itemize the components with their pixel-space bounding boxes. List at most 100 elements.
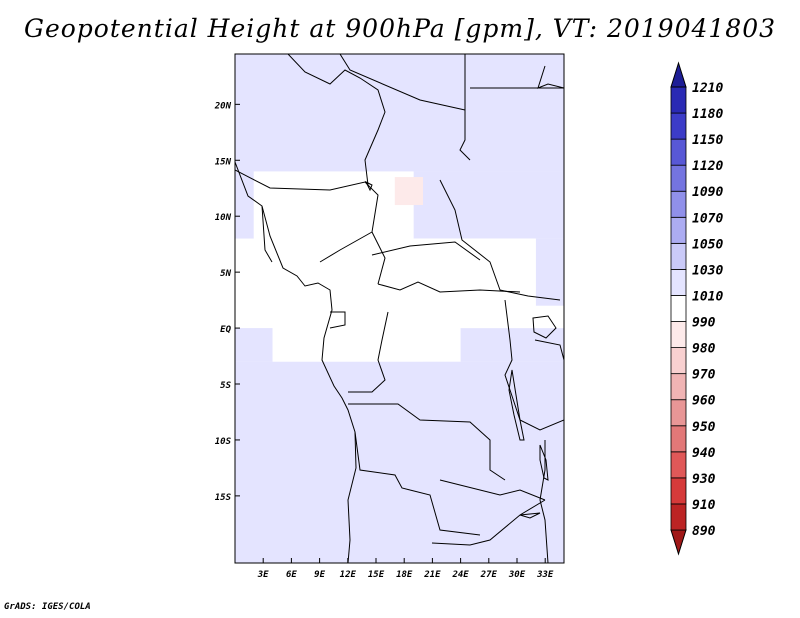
x-tick-label: 18E	[396, 570, 413, 580]
border	[439, 179, 561, 301]
x-tick-label: 12E	[340, 570, 357, 580]
colorbar-end-triangle	[670, 61, 687, 88]
country-borders	[235, 54, 564, 563]
colorbar-swatch	[670, 477, 687, 505]
x-tick-label: 6E	[286, 570, 297, 580]
colorbar-label: 1090	[692, 185, 723, 200]
border	[439, 479, 546, 501]
border	[371, 241, 481, 261]
x-tick-label: 33E	[536, 570, 554, 580]
y-tick-label: 5S	[220, 381, 231, 391]
border	[539, 440, 549, 563]
colorbar-label: 1050	[692, 237, 723, 252]
y-tick-label: 10N	[215, 213, 232, 223]
contour-fill-1010	[460, 305, 564, 329]
colorbar-label: 1210	[692, 81, 723, 96]
colorbar-swatch	[670, 503, 687, 531]
colorbar-label: 960	[692, 394, 716, 409]
colorbar-swatch	[670, 138, 687, 166]
lake-tanganyika	[508, 369, 525, 441]
colorbar-swatch	[670, 373, 687, 401]
border	[339, 54, 466, 111]
colorbar-swatch	[670, 347, 687, 375]
colorbar-label: 980	[692, 342, 716, 357]
colorbar-label: 1070	[692, 211, 723, 226]
coastline-west-africa	[235, 161, 357, 563]
x-tick-label: 9E	[314, 570, 325, 580]
x-tick-label: 21E	[423, 570, 441, 580]
contour-fill-1030	[235, 328, 273, 362]
colorbar-label: 940	[692, 446, 716, 461]
colorbar-swatch	[670, 86, 687, 114]
contour-fill-1010	[413, 238, 536, 306]
border	[431, 499, 546, 546]
footer-credit: GrADS: IGES/COLA	[4, 602, 91, 612]
border	[377, 281, 521, 293]
border	[329, 311, 346, 329]
lakes	[364, 180, 557, 519]
colorbar-swatch	[670, 425, 687, 453]
colorbar-label: 930	[692, 472, 716, 487]
border	[504, 299, 564, 431]
border	[287, 54, 386, 186]
colorbar-swatch	[670, 242, 687, 270]
colorbar-label: 950	[692, 420, 716, 435]
colorbar-label: 1030	[692, 263, 723, 278]
y-tick-label: 15N	[215, 157, 232, 167]
lake-victoria	[532, 315, 557, 339]
colorbar-swatch	[670, 451, 687, 479]
contour-fill-1030	[235, 361, 564, 563]
border	[534, 339, 564, 361]
y-tick-label: 5N	[220, 269, 231, 279]
border	[354, 431, 411, 491]
colorbar-label: 990	[692, 316, 716, 331]
colorbar-swatch	[670, 190, 687, 218]
map-area	[235, 54, 564, 563]
coastlines	[235, 65, 564, 563]
x-axis-ticks: 3E 6E 9E 12E 15E 18E 21E 24E 27E 30E 33E	[257, 558, 554, 580]
colorbar-swatch	[670, 164, 687, 192]
border	[348, 311, 389, 393]
colorbar-label: 1180	[692, 107, 723, 122]
colorbar-label: 1150	[692, 133, 723, 148]
colorbar: 890 910 930 940 950 960 970 980 990 1010 1030 1050 1…	[670, 61, 723, 556]
x-tick-label: 3E	[257, 570, 269, 580]
border	[409, 489, 481, 536]
colorbar-label: 970	[692, 368, 716, 383]
x-tick-label: 24E	[451, 570, 469, 580]
lake-chad	[364, 180, 373, 192]
lake-kariba	[519, 512, 541, 519]
contour-fill-1010	[272, 305, 461, 362]
contour-fill-1030	[235, 54, 564, 172]
colorbar-swatch	[670, 216, 687, 244]
contour-fill-1030	[413, 171, 564, 239]
y-axis-ticks: 20N 15N 10N 5N EQ 5S 10S 15S	[214, 101, 240, 503]
border	[459, 54, 471, 161]
y-tick-label: 20N	[214, 101, 232, 111]
lake-malawi	[539, 444, 549, 481]
colorbar-swatch	[670, 269, 687, 296]
colorbar-swatch	[670, 295, 687, 322]
contour-fill-1030	[235, 171, 254, 239]
border	[319, 231, 373, 263]
colorbar-label: 1010	[692, 289, 723, 304]
colorbar-swatch	[670, 399, 687, 427]
contour-fill-1010	[253, 171, 414, 306]
colorbar-swatch	[670, 321, 687, 348]
y-tick-label: 15S	[215, 493, 232, 503]
colorbar-label: 1120	[692, 159, 723, 174]
chart-title: Geopotential Height at 900hPa [gpm], VT:…	[23, 14, 777, 43]
x-tick-label: 30E	[508, 570, 526, 580]
colorbar-label: 910	[692, 498, 716, 513]
x-tick-label: 15E	[368, 570, 385, 580]
plot-frame	[234, 53, 565, 564]
colorbar-swatch	[670, 112, 687, 140]
y-tick-label: 10S	[215, 437, 232, 447]
border	[348, 403, 506, 481]
contour-fill-990	[394, 177, 423, 206]
y-tick-label: EQ	[220, 325, 231, 335]
border	[235, 169, 386, 285]
coastline-east-africa	[537, 65, 564, 89]
border	[261, 205, 273, 263]
